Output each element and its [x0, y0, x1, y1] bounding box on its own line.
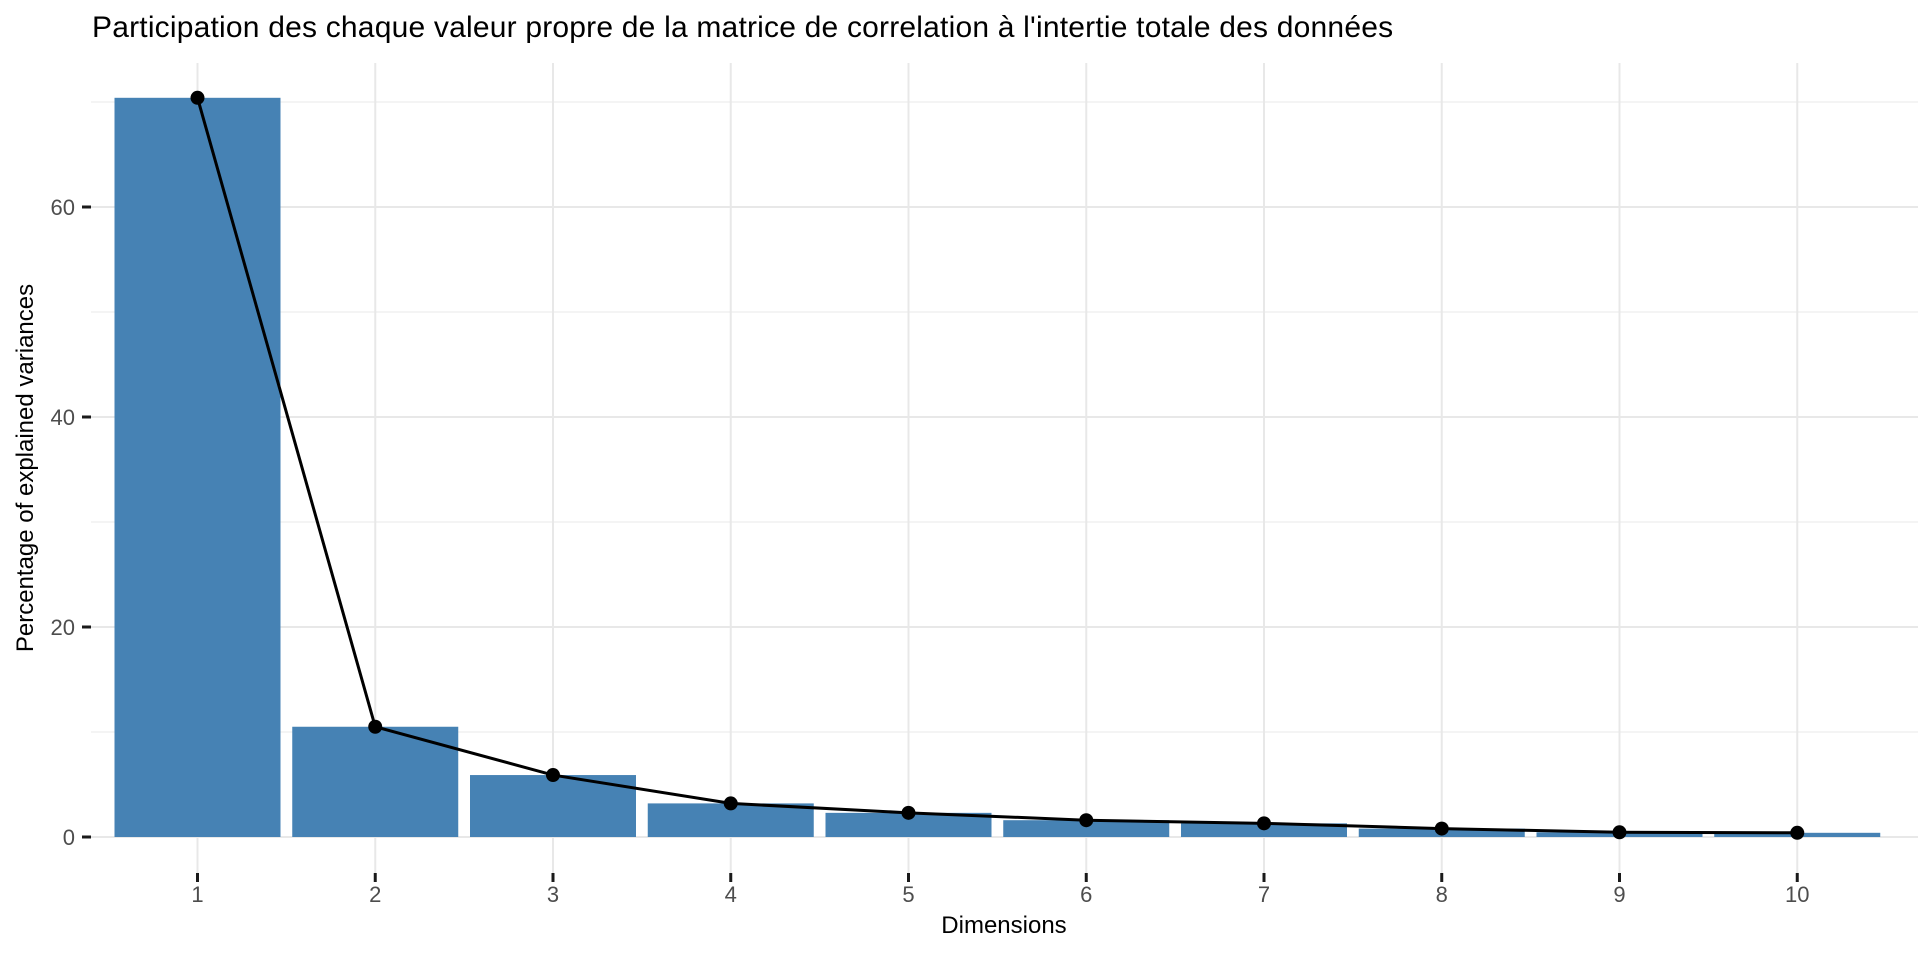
point-dim-2	[368, 719, 383, 734]
y-tick-label: 0	[63, 825, 75, 850]
y-tick-label: 60	[51, 195, 75, 220]
x-tick-label: 7	[1258, 882, 1270, 907]
bar-dim-6	[1003, 820, 1170, 837]
x-tick-label: 4	[725, 882, 737, 907]
x-tick-label: 1	[191, 882, 203, 907]
y-tick-label: 40	[51, 405, 75, 430]
scree-line	[196, 97, 1798, 835]
point-dim-4	[723, 796, 738, 811]
y-tick-label: 20	[51, 615, 75, 640]
point-dim-8	[1434, 821, 1449, 836]
x-tick-label: 5	[902, 882, 914, 907]
point-dim-9	[1612, 825, 1627, 840]
y-axis-title: Percentage of explained variances	[12, 283, 39, 653]
point-dim-1	[190, 90, 205, 105]
x-tick-label: 6	[1080, 882, 1092, 907]
point-dim-6	[1079, 813, 1094, 828]
point-dim-10	[1790, 825, 1805, 840]
x-tick-label: 3	[547, 882, 559, 907]
x-tick-label: 8	[1436, 882, 1448, 907]
point-dim-5	[901, 805, 916, 820]
point-dim-7	[1257, 816, 1271, 831]
chart-title: Participation des chaque valeur propre d…	[92, 11, 1394, 44]
bar-dim-1	[114, 97, 281, 838]
x-tick-label: 10	[1785, 882, 1809, 907]
x-tick-label: 2	[369, 882, 381, 907]
x-axis-title: Dimensions	[941, 912, 1067, 939]
x-tick-label: 9	[1613, 882, 1625, 907]
point-dim-3	[546, 768, 560, 783]
bar-dim-2	[292, 726, 459, 837]
